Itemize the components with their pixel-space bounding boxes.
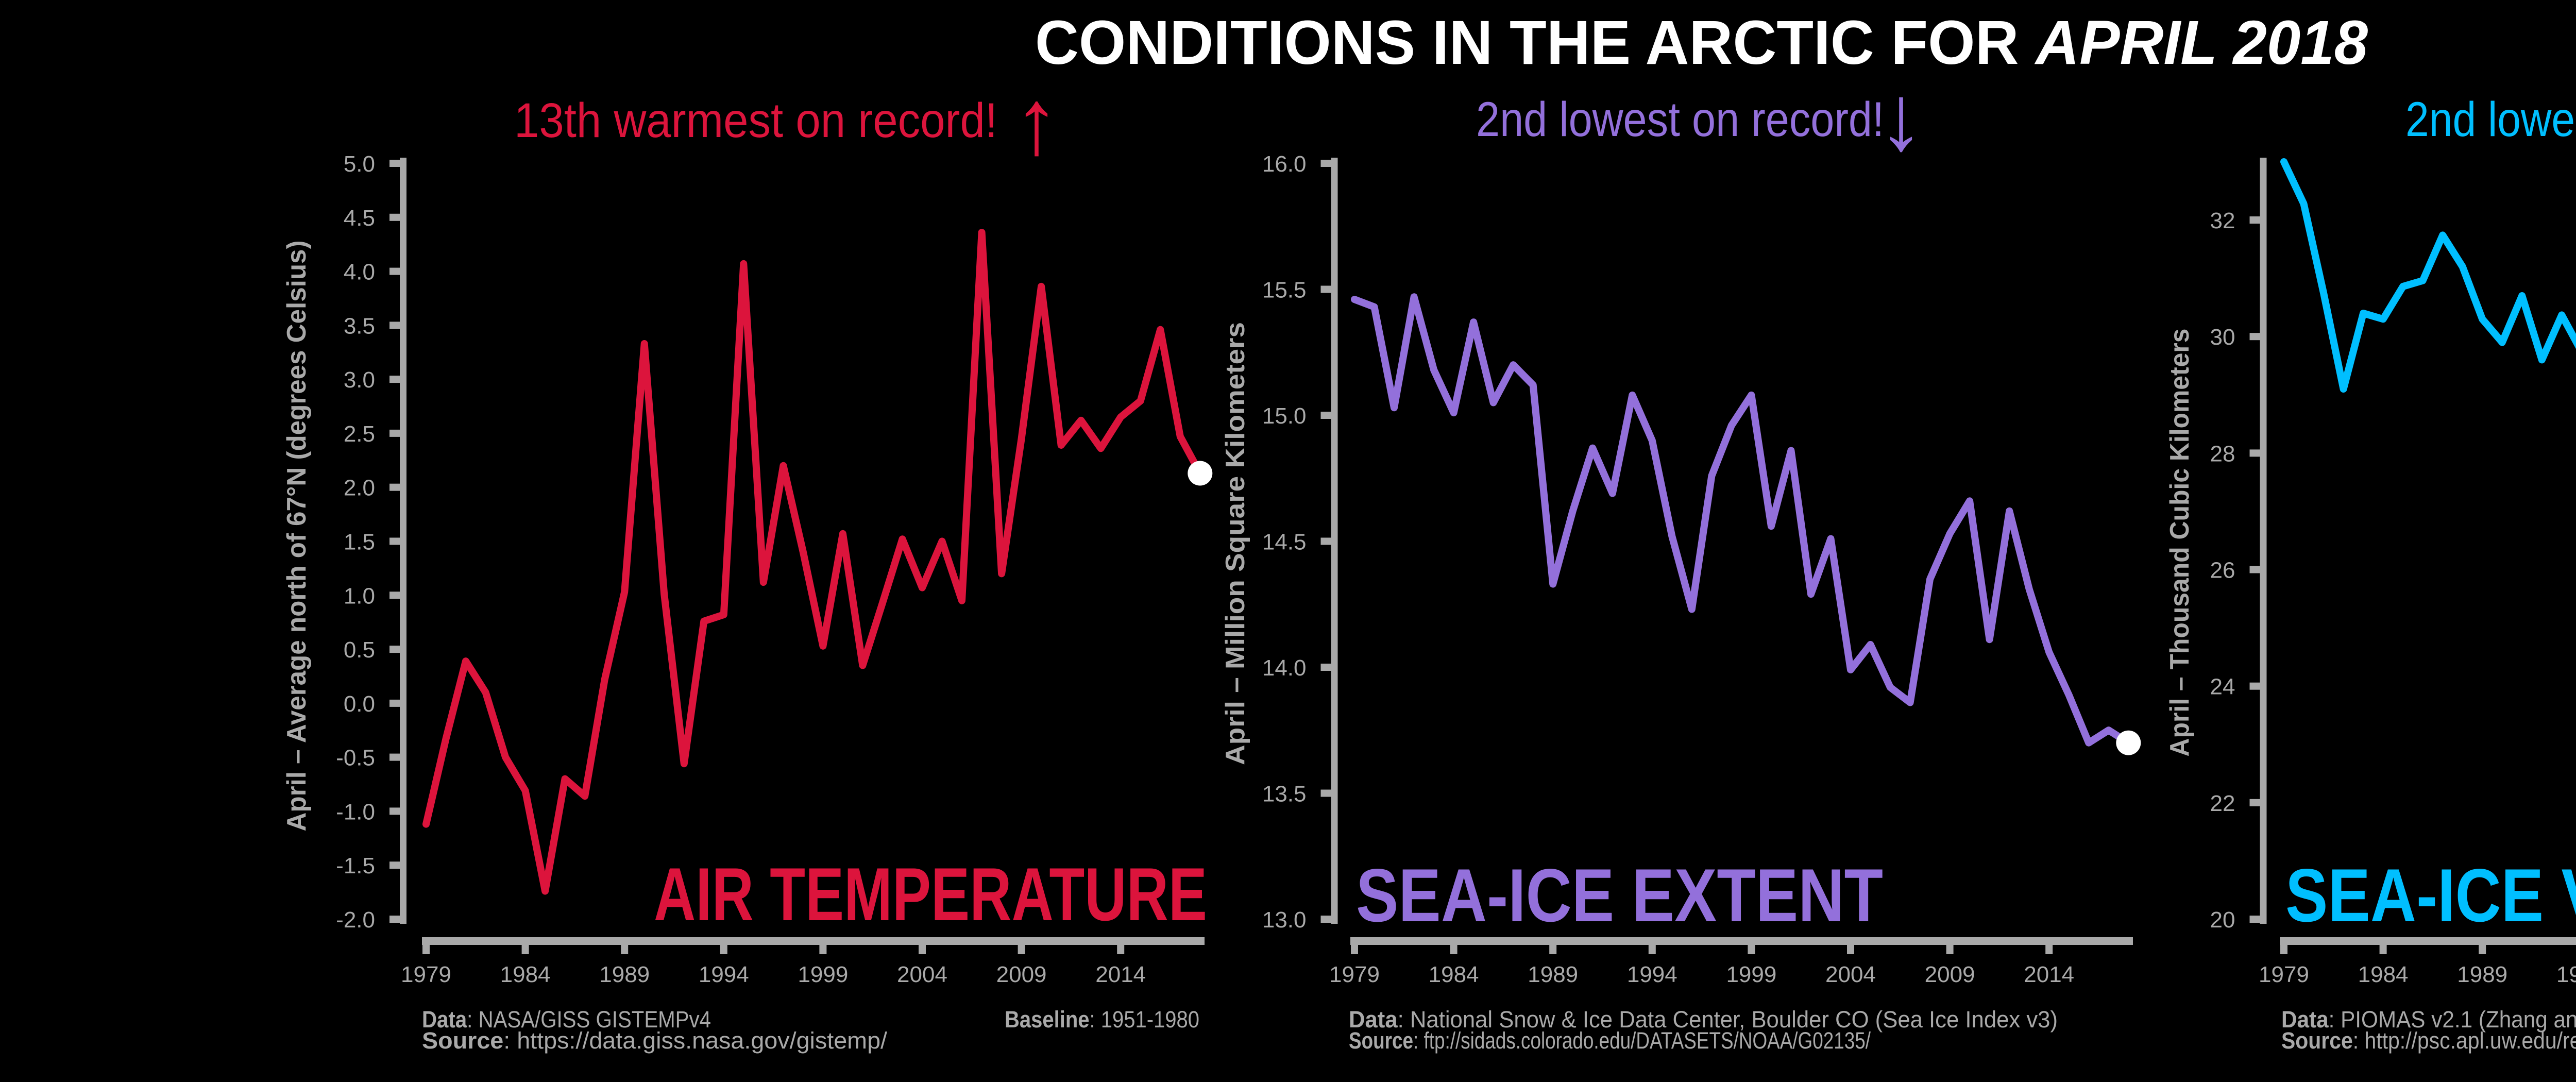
svg-text:Data: NASA/GISS GISTEMPv4: Data: NASA/GISS GISTEMPv4 [422, 1006, 711, 1033]
svg-text:Source: ftp://sidads.colorado.: Source: ftp://sidads.colorado.edu/DATASE… [1349, 1027, 1871, 1054]
svg-text:5.0: 5.0 [344, 151, 375, 177]
svg-text:1999: 1999 [798, 962, 848, 987]
svg-text:SEA-ICE EXTENT: SEA-ICE EXTENT [1356, 853, 1883, 937]
svg-text:1999: 1999 [1726, 962, 1776, 987]
svg-text:13th warmest on record!: 13th warmest on record! [514, 93, 997, 148]
svg-text:↑: ↑ [1013, 70, 1060, 174]
svg-text:1984: 1984 [500, 962, 551, 987]
svg-text:April – Thousand Cubic Kilomet: April – Thousand Cubic Kilometers [2165, 329, 2195, 757]
svg-text:1984: 1984 [2358, 962, 2409, 987]
svg-text:April – Million Square Kilomet: April – Million Square Kilometers [1221, 322, 1250, 765]
svg-text:Data: National Snow & Ice Data: Data: National Snow & Ice Data Center, B… [1349, 1006, 2058, 1033]
svg-text:2004: 2004 [1825, 962, 1876, 987]
svg-text:1984: 1984 [1429, 962, 1479, 987]
svg-text:Baseline: 1951-1980: Baseline: 1951-1980 [1005, 1006, 1199, 1033]
svg-text:2.0: 2.0 [344, 476, 375, 501]
svg-text:26: 26 [2210, 558, 2235, 583]
svg-text:2009: 2009 [996, 962, 1047, 987]
svg-text:AIR TEMPERATURE: AIR TEMPERATURE [654, 852, 1207, 936]
svg-text:1.0: 1.0 [344, 583, 375, 608]
svg-text:1989: 1989 [2457, 962, 2507, 987]
svg-text:2014: 2014 [1095, 962, 1146, 987]
svg-text:24: 24 [2210, 674, 2235, 700]
svg-text:April – Average north of 67°N: April – Average north of 67°N (degrees C… [282, 241, 312, 832]
svg-text:CONDITIONS IN THE ARCTIC FOR A: CONDITIONS IN THE ARCTIC FOR APRIL 2018 [1035, 7, 2368, 77]
svg-text:1989: 1989 [1528, 962, 1578, 987]
svg-text:4.5: 4.5 [344, 206, 375, 231]
svg-text:Source: http://psc.apl.uw.edu/: Source: http://psc.apl.uw.edu/research/p… [2281, 1027, 2576, 1054]
svg-text:4.0: 4.0 [344, 260, 375, 285]
svg-text:0.5: 0.5 [344, 637, 375, 663]
svg-text:2.5: 2.5 [344, 421, 375, 447]
svg-text:2nd lowest on record!: 2nd lowest on record! [1476, 92, 1884, 147]
svg-text:-0.5: -0.5 [336, 746, 375, 771]
svg-text:1994: 1994 [1627, 962, 1677, 987]
svg-text:1.5: 1.5 [344, 530, 375, 555]
svg-text:13.0: 13.0 [1262, 907, 1307, 933]
svg-text:SEA-ICE VOLUME: SEA-ICE VOLUME [2285, 853, 2576, 937]
svg-text:13.5: 13.5 [1262, 782, 1307, 807]
svg-text:2004: 2004 [897, 962, 947, 987]
svg-text:-2.0: -2.0 [336, 907, 375, 933]
svg-text:-1.0: -1.0 [336, 799, 375, 824]
svg-text:2014: 2014 [2024, 962, 2074, 987]
svg-text:15.5: 15.5 [1262, 278, 1307, 303]
svg-text:1989: 1989 [599, 962, 650, 987]
svg-text:20: 20 [2210, 907, 2235, 933]
svg-text:2009: 2009 [1925, 962, 1975, 987]
svg-text:14.5: 14.5 [1262, 530, 1307, 555]
svg-text:3.5: 3.5 [344, 313, 375, 339]
svg-text:1994: 1994 [699, 962, 749, 987]
svg-text:14.0: 14.0 [1262, 655, 1307, 681]
svg-text:32: 32 [2210, 208, 2235, 233]
svg-text:1979: 1979 [1329, 962, 1380, 987]
svg-text:28: 28 [2210, 441, 2235, 466]
svg-text:0.0: 0.0 [344, 691, 375, 717]
svg-text:Source: https://data.giss.nasa: Source: https://data.giss.nasa.gov/giste… [422, 1027, 888, 1054]
svg-text:↓: ↓ [1878, 66, 1924, 170]
svg-text:15.0: 15.0 [1262, 403, 1307, 429]
svg-text:Data: PIOMAS v2.1 (Zhang and R: Data: PIOMAS v2.1 (Zhang and Rothrock, 2… [2281, 1006, 2576, 1033]
svg-text:1979: 1979 [2259, 962, 2309, 987]
svg-text:3.0: 3.0 [344, 367, 375, 393]
svg-text:-1.5: -1.5 [336, 853, 375, 878]
svg-text:22: 22 [2210, 791, 2235, 816]
svg-text:30: 30 [2210, 325, 2235, 350]
svg-text:1979: 1979 [401, 962, 451, 987]
svg-text:16.0: 16.0 [1262, 151, 1307, 177]
svg-text:2nd lowest on record!: 2nd lowest on record! [2405, 92, 2576, 147]
svg-text:1994: 1994 [2556, 962, 2576, 987]
